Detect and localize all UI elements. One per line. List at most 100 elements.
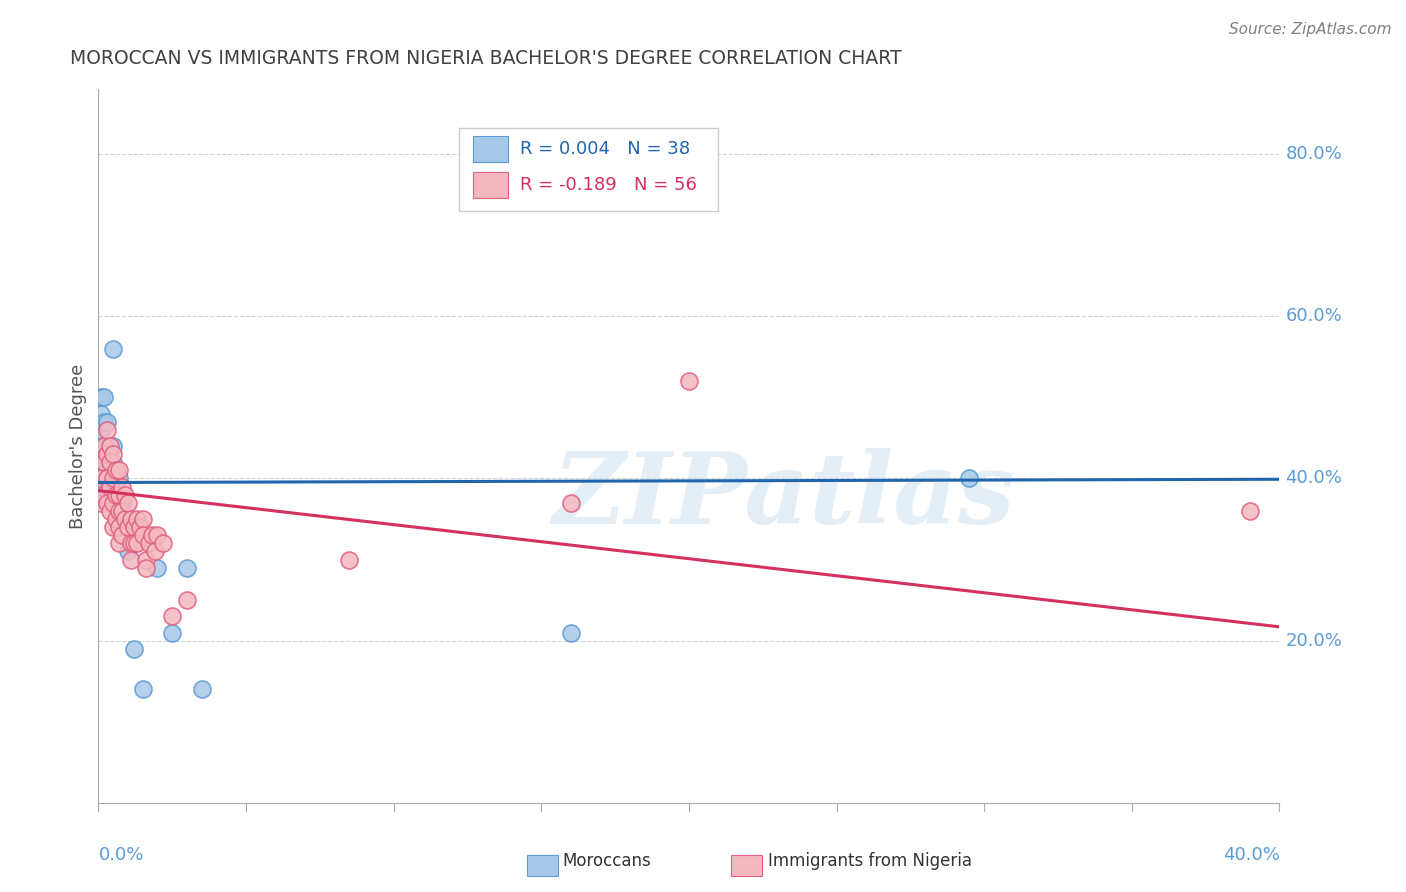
Point	[93, 488, 115, 502]
Point	[108, 463, 131, 477]
Text: 20.0%: 20.0%	[1285, 632, 1343, 649]
Point	[141, 528, 163, 542]
Point	[117, 496, 139, 510]
Point	[143, 544, 166, 558]
Text: 60.0%: 60.0%	[1285, 307, 1343, 326]
Point	[138, 536, 160, 550]
Point	[93, 463, 115, 477]
Point	[98, 479, 121, 493]
Point	[103, 471, 125, 485]
Point	[108, 496, 131, 510]
Point	[93, 455, 115, 469]
Y-axis label: Bachelor's Degree: Bachelor's Degree	[69, 363, 87, 529]
Text: 80.0%: 80.0%	[1285, 145, 1343, 163]
Point	[132, 528, 155, 542]
Point	[120, 512, 142, 526]
Point	[103, 471, 125, 485]
Point	[120, 552, 142, 566]
Point	[90, 390, 112, 404]
Point	[93, 390, 115, 404]
Point	[96, 471, 118, 485]
Point	[96, 439, 118, 453]
Text: Moroccans: Moroccans	[562, 852, 651, 870]
Point	[98, 455, 121, 469]
Point	[111, 528, 134, 542]
Point	[90, 455, 112, 469]
Text: 0.0%: 0.0%	[98, 846, 143, 863]
Point	[105, 488, 128, 502]
Point	[96, 463, 118, 477]
Point	[108, 520, 131, 534]
Point	[135, 552, 157, 566]
Text: ZIPatlas: ZIPatlas	[553, 448, 1015, 544]
Point	[125, 536, 148, 550]
Point	[103, 439, 125, 453]
Point	[93, 415, 115, 429]
Text: R = -0.189   N = 56: R = -0.189 N = 56	[520, 176, 697, 194]
Point	[132, 512, 155, 526]
Point	[96, 423, 118, 437]
Text: R = 0.004   N = 38: R = 0.004 N = 38	[520, 140, 690, 158]
Point	[120, 536, 142, 550]
Point	[132, 682, 155, 697]
Point	[98, 479, 121, 493]
Point	[176, 560, 198, 574]
Point	[96, 488, 118, 502]
Point	[90, 407, 112, 421]
Point	[1239, 504, 1261, 518]
Point	[111, 479, 134, 493]
Point	[560, 496, 582, 510]
Bar	[458, 128, 718, 211]
Text: 40.0%: 40.0%	[1285, 469, 1343, 487]
Point	[111, 496, 134, 510]
Point	[135, 560, 157, 574]
Point	[93, 439, 115, 453]
Point	[90, 471, 112, 485]
Point	[117, 520, 139, 534]
Point	[103, 520, 125, 534]
Point	[108, 504, 131, 518]
Point	[678, 374, 700, 388]
Point	[90, 447, 112, 461]
Bar	[472, 136, 508, 162]
Point	[128, 520, 150, 534]
Point	[103, 496, 125, 510]
Text: 40.0%: 40.0%	[1223, 846, 1279, 863]
Point	[103, 342, 125, 356]
Point	[152, 536, 174, 550]
Point	[108, 536, 131, 550]
Point	[103, 447, 125, 461]
Bar	[472, 172, 508, 198]
Point	[96, 447, 118, 461]
Point	[105, 463, 128, 477]
Text: Immigrants from Nigeria: Immigrants from Nigeria	[768, 852, 972, 870]
Point	[98, 439, 121, 453]
Point	[103, 455, 125, 469]
Point	[93, 447, 115, 461]
Point	[98, 455, 121, 469]
Point	[162, 609, 183, 624]
Text: MOROCCAN VS IMMIGRANTS FROM NIGERIA BACHELOR'S DEGREE CORRELATION CHART: MOROCCAN VS IMMIGRANTS FROM NIGERIA BACH…	[70, 49, 901, 68]
Point	[93, 479, 115, 493]
Point	[117, 544, 139, 558]
Point	[90, 423, 112, 437]
Point	[122, 536, 145, 550]
Point	[125, 512, 148, 526]
Point	[90, 496, 112, 510]
Point	[105, 463, 128, 477]
Point	[108, 471, 131, 485]
Point	[105, 512, 128, 526]
Point	[114, 512, 136, 526]
Point	[122, 641, 145, 656]
Point	[162, 625, 183, 640]
Point	[959, 471, 981, 485]
Point	[98, 439, 121, 453]
Point	[114, 528, 136, 542]
Point	[98, 479, 121, 493]
Point	[560, 625, 582, 640]
Point	[122, 520, 145, 534]
Point	[191, 682, 214, 697]
Point	[103, 496, 125, 510]
Point	[176, 593, 198, 607]
Point	[337, 552, 360, 566]
